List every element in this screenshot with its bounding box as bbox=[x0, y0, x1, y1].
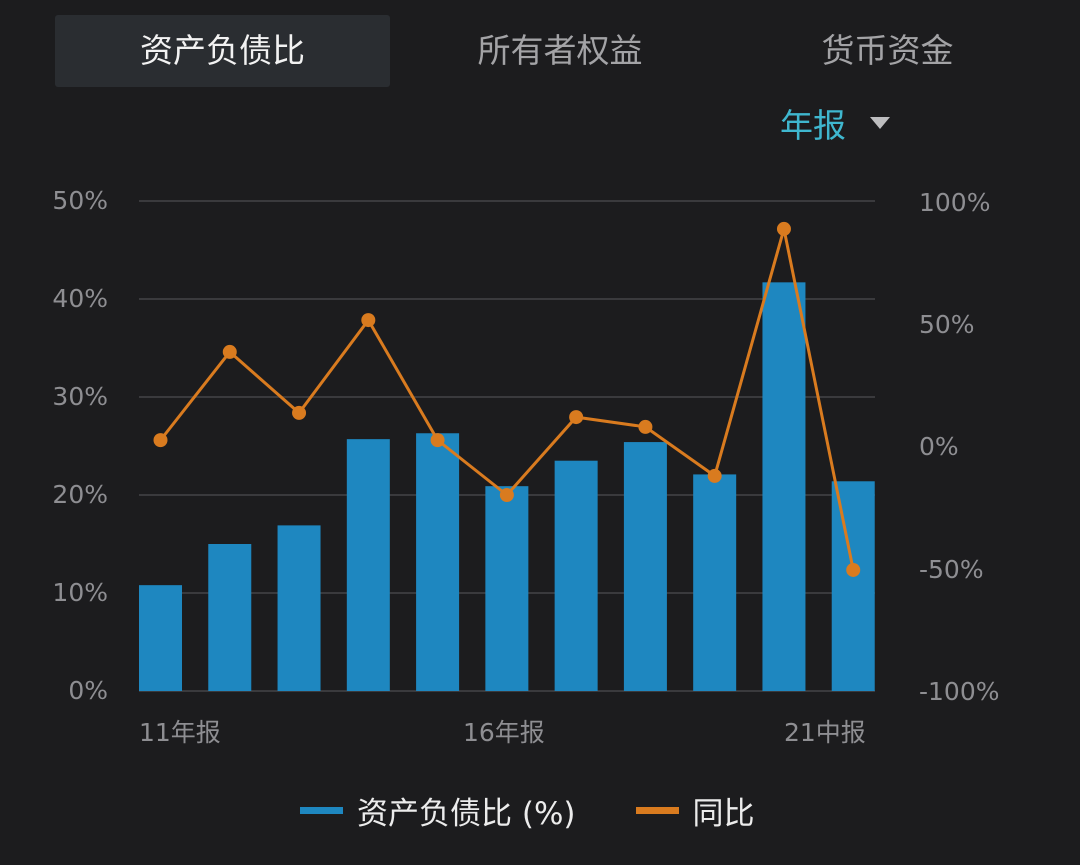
right-axis-tick: 0% bbox=[919, 432, 959, 461]
right-axis-tick: 50% bbox=[919, 310, 975, 339]
legend-swatch-bar bbox=[300, 806, 343, 814]
bar[interactable] bbox=[277, 525, 321, 691]
tab-bar: 资产负债比 所有者权益 货币资金 bbox=[55, 15, 1040, 87]
bar[interactable] bbox=[762, 282, 806, 691]
data-point[interactable] bbox=[153, 433, 168, 448]
data-point[interactable] bbox=[292, 405, 307, 420]
x-axis-label: 16年报 bbox=[463, 718, 545, 747]
legend-item-yoy[interactable]: 同比 bbox=[635, 788, 755, 833]
tab-owners-equity[interactable]: 所有者权益 bbox=[477, 31, 643, 70]
legend-item-debt-ratio[interactable]: 资产负债比 (%) bbox=[300, 788, 576, 833]
right-axis-tick: -100% bbox=[919, 677, 1000, 706]
data-point[interactable] bbox=[638, 419, 653, 434]
bar[interactable] bbox=[139, 585, 182, 691]
data-point[interactable] bbox=[707, 468, 722, 483]
legend-swatch-line bbox=[635, 806, 679, 814]
tab-debt-ratio[interactable]: 资产负债比 bbox=[55, 15, 390, 87]
x-axis-label: 11年报 bbox=[139, 718, 221, 747]
data-point[interactable] bbox=[569, 410, 584, 425]
data-point[interactable] bbox=[499, 488, 514, 502]
period-dropdown[interactable]: 年报 bbox=[780, 98, 890, 148]
right-axis-tick: -50% bbox=[919, 555, 984, 584]
bar[interactable] bbox=[693, 474, 737, 691]
data-point[interactable] bbox=[776, 221, 791, 236]
x-axis-label: 21中报 bbox=[784, 718, 866, 747]
chart-legend: 资产负债比 (%) 同比 bbox=[300, 785, 755, 835]
bar[interactable] bbox=[554, 460, 598, 691]
legend-label: 资产负债比 (%) bbox=[357, 795, 576, 832]
left-axis-tick: 20% bbox=[52, 480, 108, 509]
left-axis-tick: 0% bbox=[68, 676, 108, 705]
data-point[interactable] bbox=[430, 433, 445, 448]
bar[interactable] bbox=[208, 544, 252, 691]
data-point[interactable] bbox=[361, 313, 376, 328]
left-axis-tick: 10% bbox=[52, 578, 108, 607]
bar[interactable] bbox=[346, 439, 390, 691]
caret-down-icon bbox=[870, 117, 890, 129]
line-series bbox=[153, 221, 861, 577]
left-axis-tick: 30% bbox=[52, 382, 108, 411]
legend-label: 同比 bbox=[692, 795, 755, 832]
bar-series bbox=[139, 282, 875, 691]
data-point[interactable] bbox=[846, 562, 861, 577]
bar[interactable] bbox=[485, 486, 529, 691]
tab-monetary-funds[interactable]: 货币资金 bbox=[821, 31, 954, 70]
bar[interactable] bbox=[831, 481, 875, 691]
left-axis-tick: 50% bbox=[52, 186, 108, 215]
data-point[interactable] bbox=[222, 344, 237, 359]
bar[interactable] bbox=[623, 442, 667, 691]
period-label: 年报 bbox=[780, 106, 846, 145]
bar[interactable] bbox=[416, 433, 460, 691]
left-axis-tick: 40% bbox=[52, 284, 108, 313]
right-axis-tick: 100% bbox=[919, 188, 991, 217]
